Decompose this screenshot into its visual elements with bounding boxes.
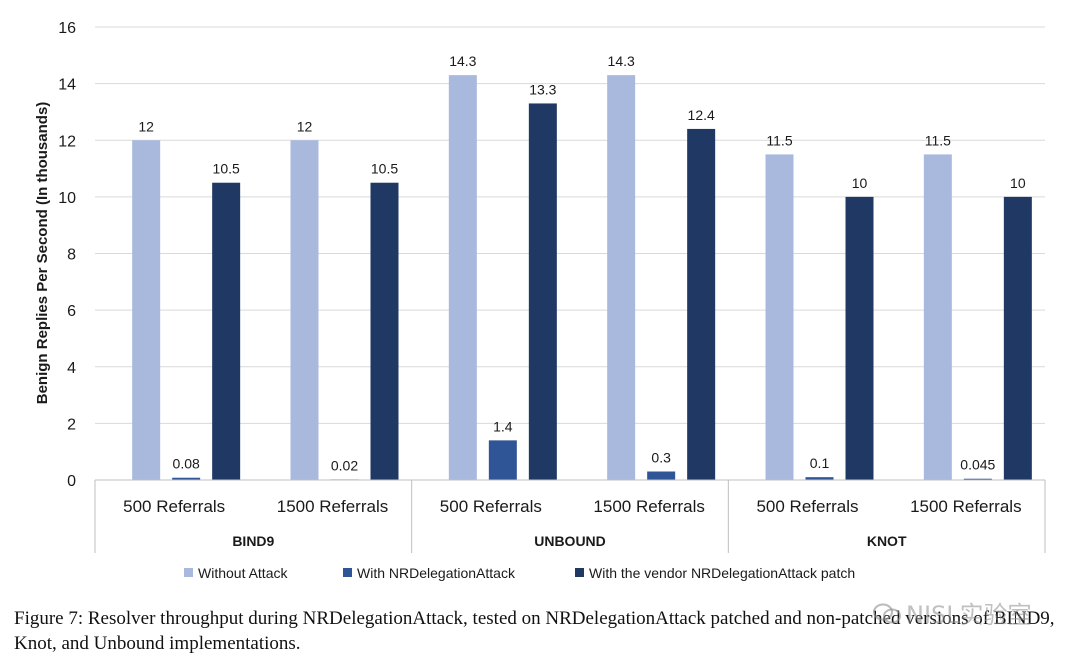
- bar: [923, 154, 952, 480]
- bar: [370, 182, 399, 480]
- legend: Without Attack With NRDelegationAttack Wit…: [184, 565, 855, 581]
- data-label: 11.5: [766, 132, 792, 148]
- data-label: 10: [852, 175, 868, 191]
- data-label: 10.5: [213, 161, 240, 177]
- data-label: 13.3: [529, 81, 556, 97]
- data-label: 12: [138, 118, 154, 134]
- data-label: 12: [297, 118, 313, 134]
- bar: [607, 75, 636, 480]
- bar: [845, 196, 874, 480]
- data-label: 10.5: [371, 161, 398, 177]
- legend-entry: With the vendor NRDelegationAttack patch: [589, 565, 855, 581]
- bar: [290, 140, 319, 480]
- legend-swatch: [575, 568, 584, 577]
- y-tick-label: 2: [67, 416, 76, 433]
- legend-entry: With NRDelegationAttack: [357, 565, 516, 581]
- y-tick-label: 4: [67, 360, 76, 377]
- x-category-label: 1500 Referrals: [910, 497, 1022, 516]
- y-tick-label: 12: [58, 133, 76, 150]
- legend-swatch: [343, 568, 352, 577]
- data-label: 0.02: [331, 457, 358, 473]
- bar: [132, 140, 161, 480]
- data-label: 0.045: [960, 457, 995, 473]
- bar: [687, 128, 716, 481]
- y-tick-label: 6: [67, 303, 76, 320]
- y-axis-label: Benign Replies Per Second (In thousands): [34, 102, 51, 405]
- bar: [488, 440, 517, 480]
- data-label: 12.4: [688, 107, 715, 123]
- watermark: NISL实验室: [872, 595, 1032, 630]
- group-label: BIND9: [232, 533, 274, 549]
- data-label: 0.3: [651, 450, 671, 466]
- watermark-text: NISL实验室: [906, 601, 1032, 629]
- bars: [132, 75, 1032, 481]
- bar: [172, 477, 201, 480]
- data-label: 14.3: [608, 53, 635, 69]
- y-tick-label: 10: [58, 190, 76, 207]
- x-category-label: 500 Referrals: [756, 497, 858, 516]
- x-category-label: 1500 Referrals: [593, 497, 705, 516]
- wechat-icon: [873, 603, 901, 624]
- data-label: 10: [1010, 175, 1026, 191]
- x-category-label: 500 Referrals: [123, 497, 225, 516]
- bar: [448, 75, 477, 480]
- y-tick-label: 0: [67, 473, 76, 490]
- y-tick-label: 8: [67, 247, 76, 264]
- bar: [765, 154, 794, 480]
- gridlines: [95, 26, 1045, 424]
- data-label: 0.1: [810, 455, 830, 471]
- x-category-label: 500 Referrals: [440, 497, 542, 516]
- data-label: 0.08: [173, 456, 200, 472]
- figure-caption: Figure 7: Resolver throughput during NRD…: [14, 608, 1055, 654]
- y-tick-label: 14: [58, 77, 76, 94]
- bar: [647, 471, 676, 480]
- data-label: 11.5: [925, 132, 951, 148]
- bar: [1003, 196, 1032, 480]
- axes: 0 2 4 6 8 10 12 14 16 500 Referrals 1500 Referrals…: [58, 20, 1046, 553]
- x-category-label: 1500 Referrals: [277, 497, 389, 516]
- y-tick-label: 16: [58, 20, 76, 37]
- legend-swatch: [184, 568, 193, 577]
- legend-entry: Without Attack: [198, 565, 288, 581]
- bar-chart: 12 12 14.3 14.3 11.5 11.5 0.08 0.02 1.4 0.3 0.1 0.0…: [34, 20, 1046, 581]
- data-labels: 12 12 14.3 14.3 11.5 11.5 0.08 0.02 1.4 0.3 0.1 0.0…: [138, 53, 1025, 473]
- bar: [963, 478, 992, 480]
- data-label: 14.3: [449, 53, 476, 69]
- bar: [805, 477, 834, 480]
- bar: [528, 103, 557, 480]
- group-label: KNOT: [867, 533, 907, 549]
- data-label: 1.4: [493, 418, 513, 434]
- bar: [212, 182, 241, 480]
- group-label: UNBOUND: [534, 533, 606, 549]
